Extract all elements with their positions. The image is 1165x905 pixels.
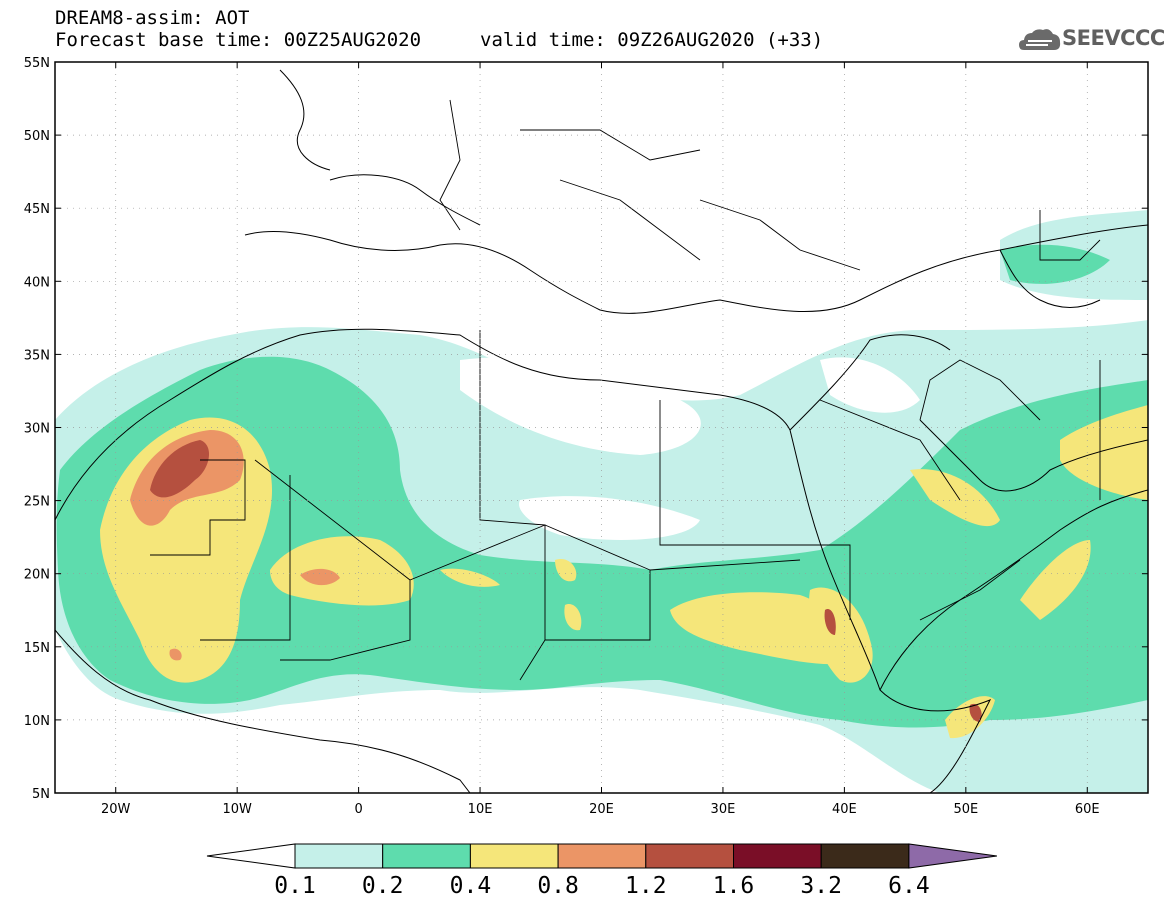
lat-label: 55N [24,56,50,71]
colorbar-segment [469,843,559,869]
lon-label: 30E [711,802,736,817]
aot-level-0.2 [56,356,1148,728]
colorbar-segment [294,843,384,869]
colorbar-over-arrow [908,843,997,869]
lon-label: 10W [222,802,252,817]
colorbar-tick-label: 0.8 [537,873,579,899]
lon-label: 0 [354,802,362,817]
colorbar: 0.1 0.2 0.4 0.8 1.2 1.6 3.2 6.4 [206,843,997,899]
lat-label: 50N [24,129,50,144]
valid-time: valid time: 09Z26AUG2020 (+33) [480,29,824,51]
lon-label: 10E [468,802,493,817]
colorbar-segment [820,843,910,869]
axis-ticks [55,61,1148,794]
aot-level-1.2 [150,440,210,498]
colorbar-segment [557,843,647,869]
cloud-icon [1019,29,1061,50]
colorbar-tick-label: 1.6 [713,873,755,899]
lon-label: 60E [1075,802,1100,817]
logo-text: SEEVCCC [1062,26,1165,50]
colorbar-tick-label: 0.2 [362,873,404,899]
lat-label: 20N [24,568,50,583]
aot-field [55,210,1148,793]
lat-label: 15N [24,641,50,656]
colorbar-tick-label: 6.4 [888,873,930,899]
colorbar-segment [733,843,822,869]
lat-label: 45N [24,202,50,217]
seevccc-logo: SEEVCCC [1018,25,1165,55]
colorbar-segment [382,843,471,869]
colorbar-tick-label: 0.4 [450,873,492,899]
colorbar-tick-label: 0.1 [274,873,316,899]
lon-label: 50E [953,802,978,817]
country-borders [150,99,1101,681]
lon-label: 20W [101,802,131,817]
forecast-time-line: Forecast base time: 00Z25AUG2020 valid ti… [55,29,823,51]
colorbar-under-arrow [206,843,296,869]
colorbar-tick-label: 3.2 [800,873,842,899]
longitude-labels: 20W 10W 0 10E 20E 30E 40E 50E 60E [101,802,1100,817]
colorbar-segment [645,843,734,869]
base-time: Forecast base time: 00Z25AUG2020 [55,29,422,51]
lat-label: 30N [24,422,50,437]
lon-label: 20E [589,802,614,817]
chart-title: DREAM8-assim: AOT [55,7,250,29]
colorbar-tick-label: 1.2 [625,873,667,899]
lat-label: 10N [24,714,50,729]
lat-label: 5N [32,787,50,802]
coastlines [55,69,1148,793]
latitude-labels: 55N 50N 45N 40N 35N 30N 25N 20N 15N 10N 5N [24,56,50,802]
lon-label: 40E [832,802,857,817]
gridlines [55,62,1148,793]
lat-label: 25N [24,495,50,510]
lat-label: 40N [24,275,50,290]
lat-label: 35N [24,348,50,363]
